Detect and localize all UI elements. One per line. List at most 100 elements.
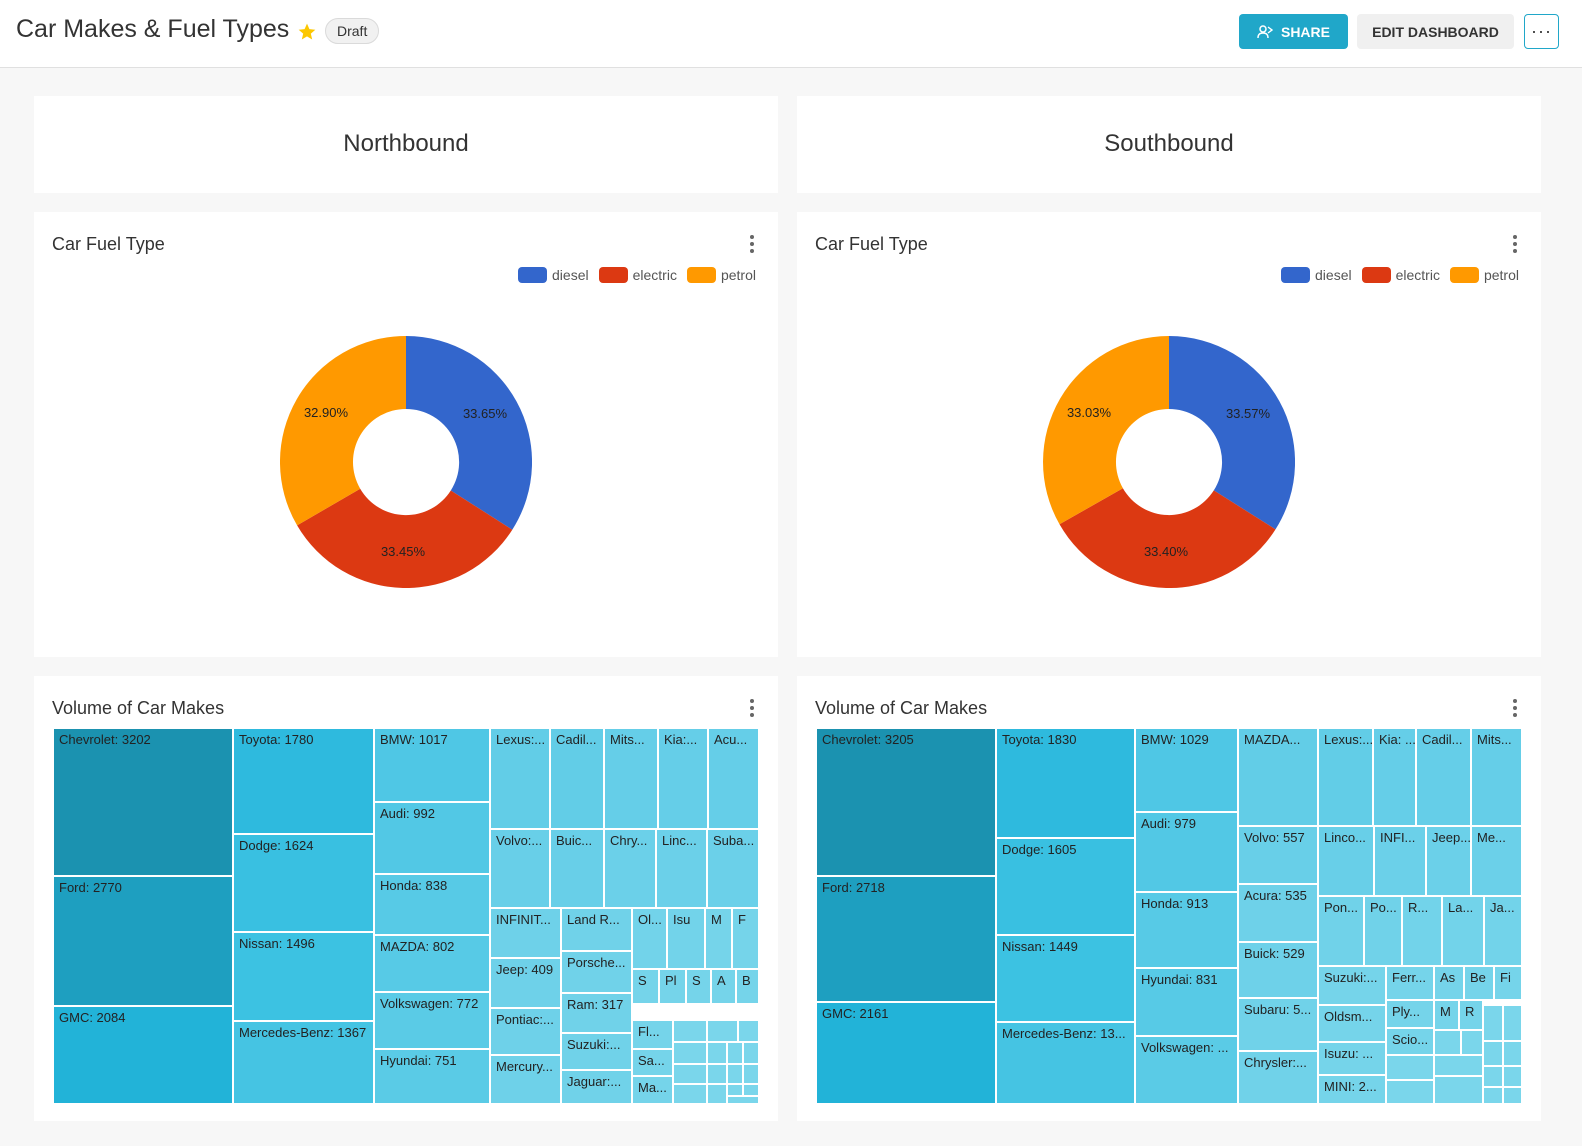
treemap-cell[interactable]: Chevrolet: 3202	[53, 728, 233, 876]
treemap-cell[interactable]: Chevrolet: 3205	[816, 728, 996, 876]
treemap-cell[interactable]: Suzuki:...	[1318, 966, 1386, 1005]
treemap-cell[interactable]: Suzuki:...	[561, 1033, 632, 1070]
legend-item-diesel[interactable]: diesel	[1281, 267, 1352, 283]
treemap-cell[interactable]: Cadil...	[550, 728, 604, 829]
legend-item-diesel[interactable]: diesel	[518, 267, 589, 283]
treemap-cell[interactable]: Jeep: 409	[490, 958, 561, 1008]
treemap-cell[interactable]	[727, 1042, 743, 1064]
legend-item-electric[interactable]: electric	[1361, 267, 1440, 283]
treemap-cell[interactable]: Ford: 2770	[53, 876, 233, 1006]
treemap-cell[interactable]	[673, 1064, 707, 1084]
treemap-cell[interactable]: Hyundai: 831	[1135, 968, 1238, 1036]
slice-electric[interactable]	[297, 488, 513, 588]
treemap-cell[interactable]	[1483, 1087, 1503, 1104]
treemap-cell[interactable]: Volvo:...	[490, 829, 550, 908]
treemap-cell[interactable]	[673, 1020, 707, 1042]
treemap-cell[interactable]: R...	[1402, 896, 1442, 966]
treemap-cell[interactable]: Dodge: 1605	[996, 838, 1135, 935]
treemap-cell[interactable]: Jaguar:...	[561, 1070, 632, 1104]
treemap-cell[interactable]: Mercedes-Benz: 13...	[996, 1022, 1135, 1104]
treemap-cell[interactable]: Ol...	[632, 908, 667, 969]
treemap-cell[interactable]: BMW: 1017	[374, 728, 490, 802]
treemap-cell[interactable]	[727, 1096, 759, 1104]
treemap-cell[interactable]: Porsche...	[561, 951, 632, 993]
treemap-cell[interactable]: Be	[1464, 966, 1494, 1000]
legend-item-petrol[interactable]: petrol	[1449, 267, 1519, 283]
slice-diesel[interactable]	[406, 336, 532, 530]
treemap-cell[interactable]: Linco...	[1318, 826, 1374, 896]
treemap-cell[interactable]	[1503, 1066, 1522, 1087]
treemap-cell[interactable]	[743, 1084, 759, 1096]
treemap-cell[interactable]: Me...	[1471, 826, 1522, 896]
treemap-cell[interactable]: GMC: 2084	[53, 1006, 233, 1104]
treemap-cell[interactable]: Ja...	[1484, 896, 1522, 966]
treemap-cell[interactable]	[743, 1042, 759, 1064]
treemap-cell[interactable]: As	[1434, 966, 1464, 1000]
treemap-cell[interactable]: Ferr...	[1386, 966, 1434, 1000]
treemap-cell[interactable]	[1483, 1041, 1503, 1066]
treemap-cell[interactable]	[1503, 1005, 1522, 1041]
treemap-cell[interactable]: Acura: 535	[1238, 884, 1318, 942]
treemap-cell[interactable]: Oldsm...	[1318, 1005, 1386, 1042]
treemap-cell[interactable]	[1386, 1055, 1434, 1080]
edit-dashboard-button[interactable]: EDIT DASHBOARD	[1357, 14, 1514, 49]
legend-item-electric[interactable]: electric	[598, 267, 677, 283]
star-icon[interactable]	[297, 22, 317, 42]
treemap-cell[interactable]: Jeep...	[1426, 826, 1471, 896]
treemap-cell[interactable]: Buic...	[550, 829, 604, 908]
treemap-cell[interactable]: M	[705, 908, 732, 969]
treemap-cell[interactable]: Pon...	[1318, 896, 1364, 966]
treemap-cell[interactable]: Kia:...	[658, 728, 708, 829]
treemap-cell[interactable]: Ply...	[1386, 1000, 1434, 1028]
treemap-cell[interactable]: Scio...	[1386, 1028, 1434, 1055]
treemap-cell[interactable]: Hyundai: 751	[374, 1049, 490, 1104]
treemap-cell[interactable]	[1483, 1005, 1503, 1041]
kebab-menu-icon[interactable]	[1511, 234, 1519, 254]
treemap-cell[interactable]	[707, 1042, 727, 1064]
treemap-cell[interactable]: Chry...	[604, 829, 656, 908]
treemap-cell[interactable]: Audi: 992	[374, 802, 490, 874]
legend-item-petrol[interactable]: petrol	[686, 267, 756, 283]
treemap-cell[interactable]: Mits...	[604, 728, 658, 829]
treemap-cell[interactable]	[707, 1020, 738, 1042]
treemap-cell[interactable]	[1434, 1076, 1483, 1104]
treemap-cell[interactable]: Linc...	[656, 829, 707, 908]
treemap-cell[interactable]: A	[711, 969, 736, 1004]
treemap-cell[interactable]: Chrysler:...	[1238, 1051, 1318, 1104]
treemap-cell[interactable]: Toyota: 1830	[996, 728, 1135, 838]
treemap-cell[interactable]: Buick: 529	[1238, 942, 1318, 998]
treemap-cell[interactable]: Volkswagen: ...	[1135, 1036, 1238, 1104]
treemap-cell[interactable]: Toyota: 1780	[233, 728, 374, 834]
treemap-cell[interactable]: Mits...	[1471, 728, 1522, 826]
treemap-cell[interactable]	[707, 1064, 727, 1084]
treemap-cell[interactable]: GMC: 2161	[816, 1002, 996, 1104]
treemap-cell[interactable]	[707, 1084, 727, 1104]
treemap-cell[interactable]: Kia: ...	[1373, 728, 1416, 826]
treemap-cell[interactable]: Volkswagen: 772	[374, 992, 490, 1049]
treemap-cell[interactable]: Acu...	[708, 728, 759, 829]
treemap-cell[interactable]	[1461, 1030, 1483, 1055]
treemap-cell[interactable]: Ram: 317	[561, 993, 632, 1033]
treemap-cell[interactable]: Land R...	[561, 908, 632, 951]
slice-petrol[interactable]	[280, 336, 406, 526]
treemap-cell[interactable]: Honda: 913	[1135, 892, 1238, 968]
treemap-cell[interactable]	[738, 1020, 759, 1042]
treemap-cell[interactable]: MINI: 2...	[1318, 1075, 1386, 1104]
treemap-cell[interactable]: F	[732, 908, 759, 969]
treemap-cell[interactable]: M	[1434, 1000, 1459, 1030]
treemap-cell[interactable]: Suba...	[707, 829, 759, 908]
treemap-cell[interactable]: Fi	[1494, 966, 1522, 1000]
treemap-cell[interactable]: INFI...	[1374, 826, 1426, 896]
treemap-cell[interactable]	[743, 1064, 759, 1084]
treemap-cell[interactable]: Subaru: 5...	[1238, 998, 1318, 1051]
treemap-cell[interactable]: R	[1459, 1000, 1483, 1030]
treemap-cell[interactable]: Volvo: 557	[1238, 826, 1318, 884]
treemap-cell[interactable]: MAZDA: 802	[374, 935, 490, 992]
treemap-cell[interactable]	[1503, 1041, 1522, 1066]
treemap-cell[interactable]: Ma...	[632, 1076, 673, 1104]
treemap-cell[interactable]: INFINIT...	[490, 908, 561, 958]
treemap-cell[interactable]	[727, 1064, 743, 1084]
treemap-cell[interactable]	[1434, 1030, 1461, 1055]
treemap-cell[interactable]: S	[686, 969, 711, 1004]
treemap-cell[interactable]: Lexus:...	[1318, 728, 1373, 826]
